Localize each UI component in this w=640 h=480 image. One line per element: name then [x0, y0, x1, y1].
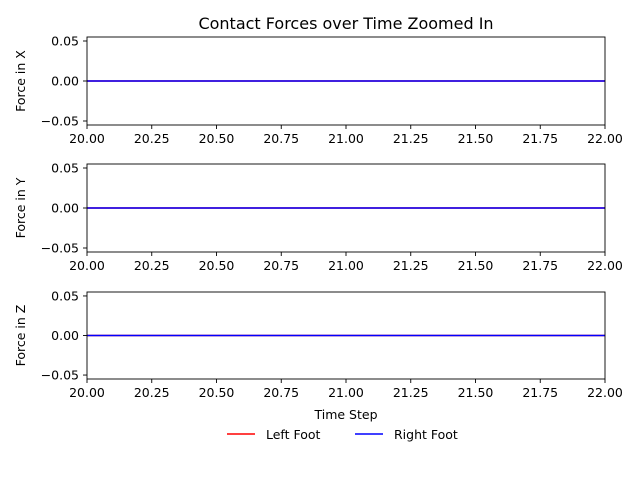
y-tick-label: 0.05: [51, 288, 79, 303]
x-tick-label: 20.00: [69, 131, 105, 146]
x-tick-label: 21.25: [393, 258, 429, 273]
legend-label-left-foot: Left Foot: [266, 427, 321, 442]
y-tick-label: 0.00: [51, 74, 79, 89]
x-tick-label: 20.25: [134, 258, 170, 273]
x-tick-label: 21.00: [328, 258, 364, 273]
x-tick-label: 21.50: [458, 131, 494, 146]
x-tick-label: 21.00: [328, 385, 364, 400]
x-tick-label: 21.25: [393, 385, 429, 400]
x-tick-label: 20.75: [263, 258, 299, 273]
x-tick-label: 21.75: [522, 385, 558, 400]
subplot-1: 20.00 20.25 20.50 20.75 21.00 21.25 21.50 21.75…: [13, 34, 623, 147]
x-tick-label: 21.50: [458, 385, 494, 400]
y-tick-label: −0.05: [41, 368, 79, 383]
x-tick-label: 20.75: [263, 385, 299, 400]
legend: Left Foot Right Foot: [227, 427, 458, 442]
subplots-group: 20.00 20.25 20.50 20.75 21.00 21.25 21.50 21.75…: [13, 34, 623, 401]
x-tick-label: 20.50: [199, 131, 235, 146]
y-tick-label: 0.00: [51, 328, 79, 343]
x-tick-label: 20.50: [199, 258, 235, 273]
x-tick-label: 20.25: [134, 131, 170, 146]
x-tick-label: 21.00: [328, 131, 364, 146]
y-tick-label: 0.05: [51, 161, 79, 176]
x-tick-label: 22.00: [587, 385, 623, 400]
x-tick-label: 20.25: [134, 385, 170, 400]
y-axis-label: Force in Z: [13, 305, 28, 367]
y-tick-label: −0.05: [41, 241, 79, 256]
x-tick-label: 21.50: [458, 258, 494, 273]
subplot-3: 20.00 20.25 20.50 20.75 21.00 21.25 21.50 21.75…: [13, 288, 623, 400]
x-tick-label: 20.00: [69, 385, 105, 400]
y-tick-label: −0.05: [41, 114, 79, 129]
x-tick-label: 22.00: [587, 131, 623, 146]
y-axis-label: Force in Y: [13, 177, 28, 238]
y-tick-label: 0.00: [51, 201, 79, 216]
y-tick-label: 0.05: [51, 34, 79, 49]
x-tick-label: 21.25: [393, 131, 429, 146]
x-tick-label: 22.00: [587, 258, 623, 273]
x-tick-label: 21.75: [522, 131, 558, 146]
x-tick-label: 20.00: [69, 258, 105, 273]
x-tick-label: 20.50: [199, 385, 235, 400]
chart-title: Contact Forces over Time Zoomed In: [198, 14, 493, 33]
x-tick-label: 21.75: [522, 258, 558, 273]
subplot-2: 20.00 20.25 20.50 20.75 21.00 21.25 21.50 21.75…: [13, 161, 623, 274]
x-tick-label: 20.75: [263, 131, 299, 146]
legend-label-right-foot: Right Foot: [394, 427, 458, 442]
y-axis-label: Force in X: [13, 50, 28, 112]
x-axis-label: Time Step: [313, 407, 377, 422]
